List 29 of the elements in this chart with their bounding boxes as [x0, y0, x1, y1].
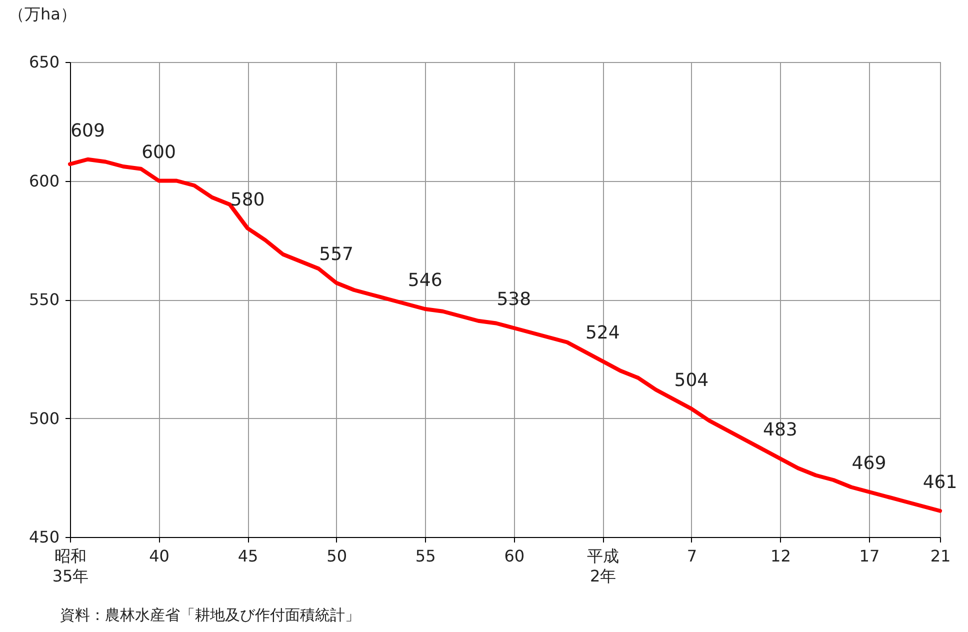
text: 資料：農林水産省「耕地及び作付面積統計」	[60, 606, 360, 625]
x-tick-label: 7	[686, 546, 698, 566]
data-label: 580	[230, 189, 265, 210]
x-tick-label: 12	[770, 546, 791, 566]
data-label: 483	[763, 420, 798, 441]
data-label: 546	[408, 270, 442, 291]
x-tick-label: 55	[415, 546, 436, 566]
data-label: 538	[496, 289, 532, 310]
y-tick-label: 450	[28, 528, 60, 546]
data-label: 557	[319, 244, 354, 265]
x-tick-label: 21	[930, 546, 951, 566]
y-axis-title: （万ha）	[8, 4, 76, 24]
y-tick-label: 550	[28, 290, 60, 309]
x-tick-label: 60	[504, 546, 525, 566]
data-label: 600	[142, 142, 176, 163]
y-tick-label: 600	[28, 171, 60, 190]
data-label: 524	[585, 322, 620, 344]
x-tick-label: 50	[326, 546, 348, 566]
data-label: 504	[674, 370, 709, 391]
y-tick-label: 500	[28, 408, 60, 428]
x-tick-label: 40	[149, 546, 170, 566]
x-tick-label: 平成 2年	[587, 546, 620, 586]
data-label: 461	[922, 472, 958, 493]
data-label: 469	[852, 452, 886, 474]
x-tick-label: 昭和 35年	[52, 546, 89, 586]
x-tick-label: 45	[238, 546, 258, 566]
x-tick-label: 17	[859, 546, 880, 566]
data-label: 609	[70, 120, 105, 142]
y-tick-label: 650	[28, 52, 60, 72]
